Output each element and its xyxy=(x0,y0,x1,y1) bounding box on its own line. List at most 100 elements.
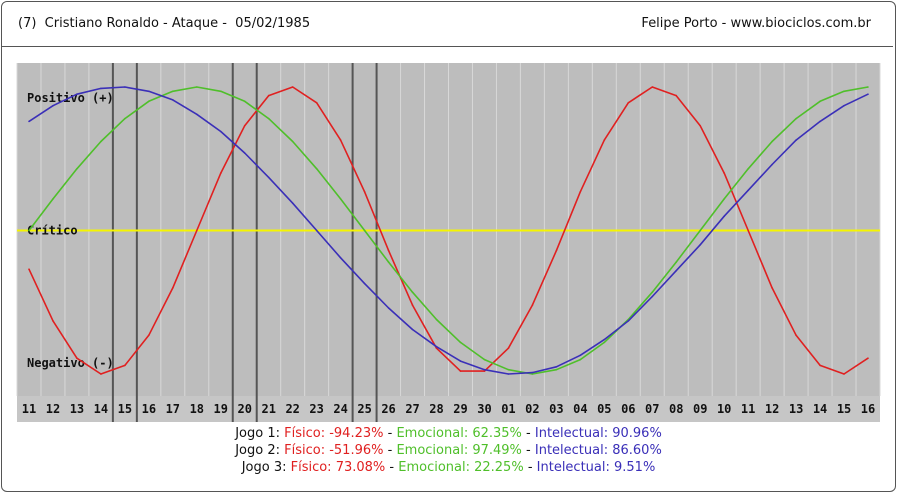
x-tick-label: 21 xyxy=(261,402,275,416)
point-físico-26 xyxy=(651,86,654,88)
x-tick-label: 07 xyxy=(645,402,659,416)
point-intelectual-11 xyxy=(291,202,294,204)
legend-fisico: Físico: -51.96% xyxy=(284,443,384,458)
legend-emocional: Emocional: 62.35% xyxy=(396,426,522,441)
point-emocional-13 xyxy=(339,198,342,200)
point-intelectual-25 xyxy=(627,320,630,322)
point-emocional-12 xyxy=(315,168,318,170)
x-tick-label: 24 xyxy=(333,402,347,416)
point-emocional-33 xyxy=(819,100,821,103)
x-tick-label: 09 xyxy=(693,402,707,416)
x-tick-label: 11 xyxy=(741,402,755,416)
label-critico: Crítico xyxy=(27,224,78,238)
legend-fisico: Físico: 73.08% xyxy=(290,460,386,475)
point-intelectual-6 xyxy=(172,99,174,101)
legend-line-jogo-3: Jogo 3: Físico: 73.08% - Emocional: 22.2… xyxy=(0,459,897,476)
point-intelectual-21 xyxy=(531,371,534,374)
x-tick-label: 27 xyxy=(405,402,419,416)
point-intelectual-29 xyxy=(723,215,725,217)
legend-intelectual: Intelectual: 9.51% xyxy=(536,460,656,475)
x-tick-label: 15 xyxy=(118,402,132,416)
point-emocional-10 xyxy=(267,117,270,120)
legend-separator: - xyxy=(523,460,537,475)
point-emocional-15 xyxy=(387,261,390,263)
legend-separator: - xyxy=(521,443,535,458)
point-intelectual-19 xyxy=(483,368,486,371)
x-tick-label: 25 xyxy=(357,402,371,416)
point-físico-13 xyxy=(339,139,342,141)
point-físico-20 xyxy=(507,347,510,350)
point-emocional-32 xyxy=(795,117,797,120)
x-tick-label: 20 xyxy=(238,402,252,416)
author-credit: Felipe Porto - www.biociclos.com.br xyxy=(641,16,871,31)
x-tick-label: 28 xyxy=(429,402,443,416)
point-físico-29 xyxy=(723,172,725,174)
point-emocional-26 xyxy=(651,291,654,294)
point-físico-35 xyxy=(867,357,869,360)
point-físico-12 xyxy=(315,102,318,104)
point-intelectual-28 xyxy=(699,244,701,246)
point-físico-19 xyxy=(483,370,486,372)
point-físico-33 xyxy=(819,364,821,367)
legend-prefix: Jogo 3: xyxy=(241,460,291,475)
point-emocional-23 xyxy=(579,358,582,361)
x-tick-label: 15 xyxy=(837,402,851,416)
point-físico-8 xyxy=(220,172,222,174)
legend-line-jogo-1: Jogo 1: Físico: -94.23% - Emocional: 62.… xyxy=(0,425,897,442)
point-intelectual-35 xyxy=(867,93,869,95)
label-negativo: Negativo (-) xyxy=(27,356,114,370)
point-emocional-14 xyxy=(363,229,366,232)
point-emocional-28 xyxy=(699,229,701,232)
point-intelectual-20 xyxy=(507,373,510,375)
point-emocional-30 xyxy=(747,168,749,170)
point-intelectual-7 xyxy=(196,113,198,116)
point-físico-30 xyxy=(747,229,749,232)
point-físico-10 xyxy=(267,94,270,97)
x-tick-label: 13 xyxy=(70,402,84,416)
point-emocional-27 xyxy=(675,261,677,263)
point-intelectual-0 xyxy=(28,120,30,123)
x-tick-label: 17 xyxy=(166,402,180,416)
x-tick-label: 12 xyxy=(46,402,60,416)
point-emocional-17 xyxy=(435,318,438,321)
point-físico-28 xyxy=(699,124,701,127)
legend-separator: - xyxy=(521,426,535,441)
point-intelectual-1 xyxy=(52,104,54,107)
x-tick-label: 26 xyxy=(381,402,395,416)
x-tick-label: 05 xyxy=(597,402,611,416)
point-intelectual-5 xyxy=(148,90,150,93)
point-emocional-4 xyxy=(124,117,126,120)
x-tick-label: 16 xyxy=(861,402,875,416)
legend-prefix: Jogo 2: xyxy=(235,443,285,458)
point-físico-14 xyxy=(363,191,366,193)
point-intelectual-12 xyxy=(315,229,318,232)
point-intelectual-17 xyxy=(435,345,438,348)
series-line-emocional xyxy=(28,86,869,375)
point-físico-6 xyxy=(172,287,174,289)
point-físico-18 xyxy=(459,370,462,372)
point-emocional-35 xyxy=(867,86,869,88)
point-emocional-24 xyxy=(603,341,606,344)
x-tick-label: 12 xyxy=(765,402,779,416)
x-tick-label: 18 xyxy=(190,402,204,416)
point-emocional-1 xyxy=(52,198,54,200)
point-intelectual-15 xyxy=(387,307,390,309)
point-físico-2 xyxy=(76,357,78,360)
legend-intelectual: Intelectual: 86.60% xyxy=(534,443,662,458)
point-intelectual-32 xyxy=(795,139,797,141)
point-físico-25 xyxy=(627,102,630,104)
point-intelectual-30 xyxy=(747,189,749,192)
point-físico-27 xyxy=(675,94,677,97)
x-tick-label: 11 xyxy=(22,402,36,416)
point-intelectual-26 xyxy=(651,295,654,298)
legend-separator: - xyxy=(385,460,399,475)
point-físico-31 xyxy=(771,287,773,289)
point-intelectual-27 xyxy=(675,269,677,272)
point-físico-0 xyxy=(28,268,30,271)
point-emocional-31 xyxy=(771,140,773,143)
point-emocional-29 xyxy=(723,198,725,200)
point-intelectual-33 xyxy=(819,120,821,123)
point-emocional-16 xyxy=(411,291,414,294)
point-físico-34 xyxy=(843,373,845,375)
